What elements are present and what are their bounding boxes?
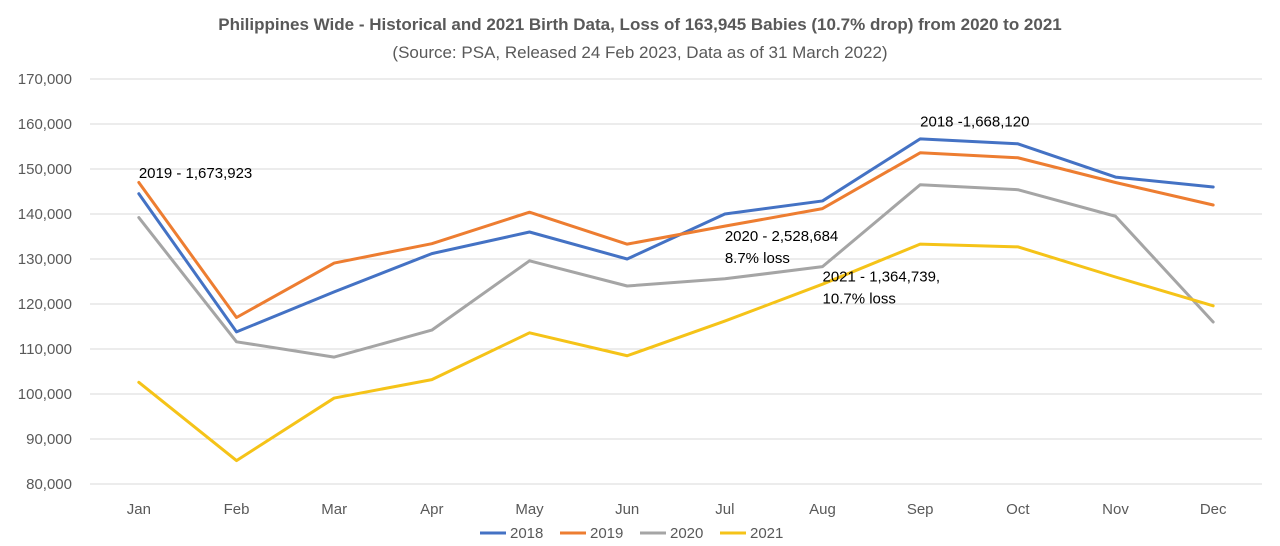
legend-label: 2019 [590, 525, 623, 542]
y-tick-label: 110,000 [19, 341, 72, 358]
x-tick-label: Oct [1006, 501, 1030, 518]
y-tick-label: 160,000 [18, 116, 72, 133]
x-tick-label: Jul [715, 501, 734, 518]
series-line-2019 [137, 151, 1215, 319]
y-tick-label: 80,000 [26, 476, 72, 493]
annotations: 2019 - 1,673,923 2018 -1,668,120 2020 - 2,… [139, 113, 1030, 307]
annotation-line: 2020 - 2,528,684 [725, 228, 838, 245]
x-tick-label: Dec [1200, 501, 1227, 518]
x-tick-label: Sep [907, 501, 934, 518]
annotation-label: 2018 -1,668,120 [920, 113, 1029, 130]
x-tick-label: Feb [224, 501, 250, 518]
chart-subtitle: (Source: PSA, Released 24 Feb 2023, Data… [392, 43, 887, 62]
series-lines [137, 137, 1215, 463]
x-tick-label: Apr [420, 501, 443, 518]
legend-label: 2018 [510, 525, 543, 542]
x-tick-label: Nov [1102, 501, 1129, 518]
y-tick-label: 150,000 [18, 161, 72, 178]
annotation-label: 2019 - 1,673,923 [139, 165, 252, 182]
legend-label: 2020 [670, 525, 703, 542]
x-tick-label: Jan [127, 501, 151, 518]
legend-label: 2021 [750, 525, 783, 542]
chart-title: Philippines Wide - Historical and 2021 B… [218, 15, 1062, 34]
x-tick-label: May [515, 501, 544, 518]
annotation-line: 2018 -1,668,120 [920, 113, 1029, 130]
series-line-2020 [137, 183, 1215, 359]
annotation-line: 2019 - 1,673,923 [139, 165, 252, 182]
y-tick-label: 90,000 [26, 431, 72, 448]
annotation-line: 10.7% loss [823, 291, 896, 308]
y-tick-label: 120,000 [18, 296, 72, 313]
annotation-label: 2020 - 2,528,684 8.7% loss [725, 228, 838, 267]
legend: 2018 2019 2020 2021 [480, 525, 783, 542]
series-line-2021 [137, 242, 1215, 463]
x-tick-label: Mar [321, 501, 347, 518]
x-axis-ticks: Jan Feb Mar Apr May Jun Jul Aug Sep Oct Nov Dec [127, 501, 1227, 518]
annotation-line: 2021 - 1,364,739, [823, 269, 941, 286]
y-axis-ticks: 80,000 90,000 100,000 110,000 120,000 130,000… [18, 71, 72, 493]
x-tick-label: Jun [615, 501, 639, 518]
x-tick-label: Aug [809, 501, 836, 518]
y-tick-label: 100,000 [18, 386, 72, 403]
y-tick-label: 130,000 [18, 251, 72, 268]
y-tick-label: 140,000 [18, 206, 72, 223]
annotation-label: 2021 - 1,364,739, 10.7% loss [823, 269, 941, 308]
annotation-line: 8.7% loss [725, 250, 790, 267]
y-tick-label: 170,000 [18, 71, 72, 88]
